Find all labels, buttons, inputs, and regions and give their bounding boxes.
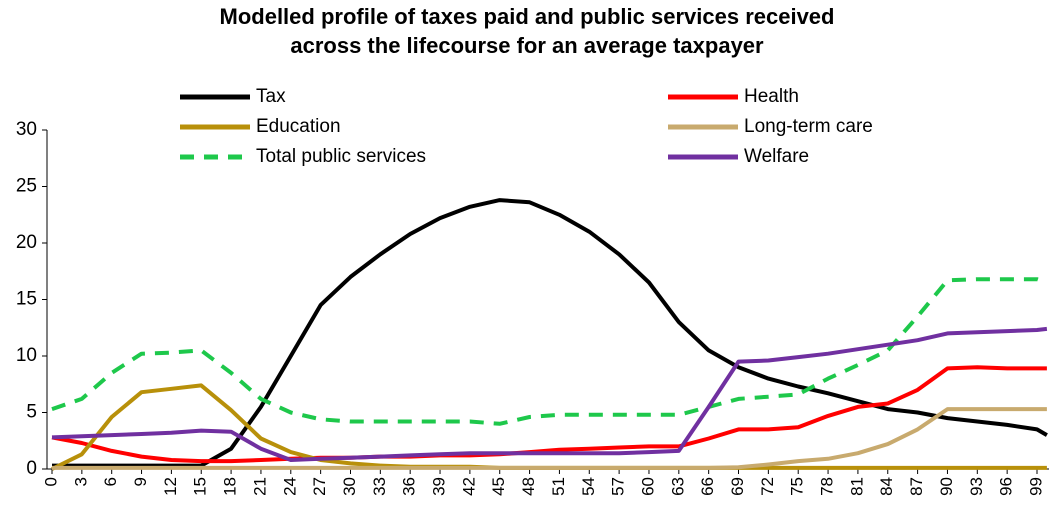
x-tick-label: 63 [668, 477, 687, 496]
x-tick-label: 9 [131, 477, 150, 486]
x-tick-label: 42 [459, 477, 478, 496]
x-tick-label: 72 [758, 477, 777, 496]
y-tick-label: 25 [16, 176, 37, 197]
legend-label: Welfare [744, 146, 809, 167]
y-tick-label: 15 [16, 289, 37, 310]
y-tick-label: 5 [26, 402, 37, 423]
legend-label: Long-term care [744, 116, 873, 137]
x-tick-label: 99 [1026, 477, 1045, 496]
x-tick-label: 21 [250, 477, 269, 496]
x-tick-label: 57 [609, 477, 628, 496]
series-line [51, 326, 1048, 462]
x-tick-label: 93 [967, 477, 986, 496]
x-tick-label: 15 [191, 477, 210, 496]
y-tick-label: 20 [16, 232, 37, 253]
x-tick-label: 78 [818, 477, 837, 496]
x-tick-label: 6 [101, 477, 120, 486]
chart-title: Modelled profile of taxes paid and publi… [220, 4, 835, 29]
series-line [51, 365, 1047, 464]
x-tick-label: 90 [937, 477, 956, 496]
y-tick-label: 10 [16, 345, 37, 366]
x-tick-label: 3 [71, 477, 90, 486]
legend-label: Health [744, 86, 799, 107]
legend-label: Education [256, 116, 341, 137]
legend-label: Tax [256, 86, 286, 107]
x-tick-label: 39 [430, 477, 449, 496]
x-tick-label: 33 [370, 477, 389, 496]
x-tick-label: 48 [519, 477, 538, 496]
y-tick-label: 0 [26, 458, 37, 479]
x-tick-label: 18 [221, 477, 240, 496]
x-tick-label: 54 [579, 477, 598, 496]
series-line [52, 407, 1047, 470]
legend-label: Total public services [256, 146, 426, 167]
x-tick-label: 36 [400, 477, 419, 496]
x-tick-label: 66 [698, 477, 717, 496]
chart-title: across the lifecourse for an average tax… [290, 33, 764, 58]
x-tick-label: 24 [280, 477, 299, 496]
x-tick-label: 87 [907, 477, 926, 496]
y-tick-label: 30 [16, 119, 37, 140]
x-tick-label: 27 [310, 477, 329, 496]
x-tick-label: 12 [161, 477, 180, 496]
series-line [52, 198, 1048, 468]
x-tick-label: 96 [997, 477, 1016, 496]
series-line [51, 277, 1048, 426]
x-tick-label: 60 [638, 477, 657, 496]
x-tick-label: 30 [340, 477, 359, 496]
x-tick-label: 81 [847, 477, 866, 496]
x-tick-label: 45 [489, 477, 508, 496]
x-tick-label: 0 [41, 477, 60, 486]
x-tick-label: 69 [728, 477, 747, 496]
x-tick-label: 75 [788, 477, 807, 496]
x-tick-label: 51 [549, 477, 568, 496]
x-tick-label: 84 [877, 477, 896, 496]
